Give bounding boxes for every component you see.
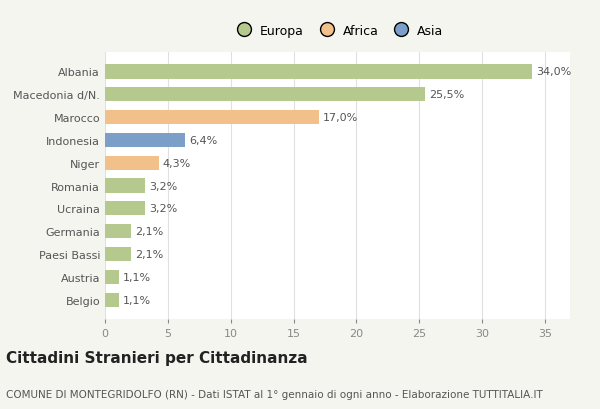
Text: 4,3%: 4,3% <box>163 158 191 169</box>
Bar <box>105 293 119 307</box>
Bar <box>105 88 425 102</box>
Text: 17,0%: 17,0% <box>322 113 358 123</box>
Bar <box>105 156 159 171</box>
Bar <box>105 179 145 193</box>
Bar <box>105 225 131 239</box>
Bar <box>105 111 319 125</box>
Bar <box>105 270 119 284</box>
Text: 2,1%: 2,1% <box>135 227 163 236</box>
Text: 25,5%: 25,5% <box>429 90 464 100</box>
Text: COMUNE DI MONTEGRIDOLFO (RN) - Dati ISTAT al 1° gennaio di ogni anno - Elaborazi: COMUNE DI MONTEGRIDOLFO (RN) - Dati ISTA… <box>6 389 543 399</box>
Text: 1,1%: 1,1% <box>122 272 151 282</box>
Text: 1,1%: 1,1% <box>122 295 151 305</box>
Bar <box>105 65 532 79</box>
Bar <box>105 247 131 261</box>
Text: 3,2%: 3,2% <box>149 181 177 191</box>
Text: Cittadini Stranieri per Cittadinanza: Cittadini Stranieri per Cittadinanza <box>6 350 308 365</box>
Bar <box>105 202 145 216</box>
Text: 3,2%: 3,2% <box>149 204 177 214</box>
Legend: Europa, Africa, Asia: Europa, Africa, Asia <box>229 22 446 40</box>
Text: 6,4%: 6,4% <box>189 136 217 146</box>
Text: 34,0%: 34,0% <box>536 67 571 77</box>
Text: 2,1%: 2,1% <box>135 249 163 259</box>
Bar <box>105 133 185 148</box>
